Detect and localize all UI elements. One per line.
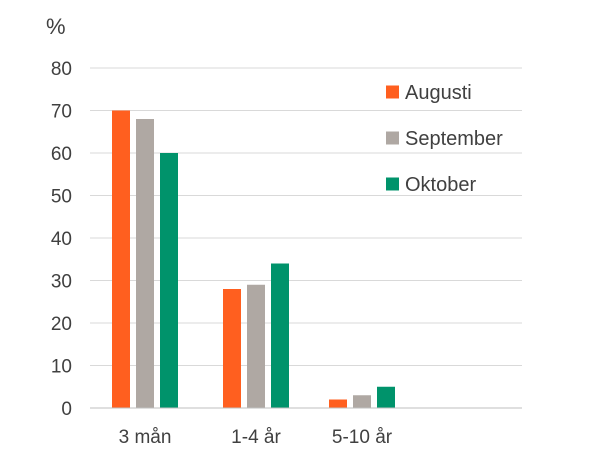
bar [223, 289, 241, 408]
legend-swatch [386, 131, 399, 145]
y-axis-unit-label: % [46, 14, 66, 39]
legend-label: Augusti [405, 82, 472, 104]
bar [247, 284, 265, 408]
bar [377, 386, 395, 408]
gridlines [90, 67, 522, 366]
y-tick-label: 20 [51, 314, 72, 335]
y-tick-label: 10 [51, 357, 72, 378]
y-tick-label: 80 [51, 59, 72, 80]
legend-swatch [386, 177, 399, 191]
legend: Augusti September Oktober [386, 82, 503, 196]
bars [112, 110, 395, 408]
bar [353, 395, 371, 408]
bar [329, 399, 347, 408]
bar [136, 119, 154, 408]
y-axis-ticks: 0 10 20 30 40 50 60 70 80 [51, 59, 72, 420]
x-tick-label: 3 mån [119, 427, 172, 448]
y-tick-label: 70 [51, 102, 72, 123]
legend-swatch [386, 85, 399, 99]
legend-label: Oktober [405, 174, 476, 196]
y-tick-label: 0 [61, 399, 72, 420]
x-tick-label: 5-10 år [332, 427, 393, 448]
y-tick-label: 50 [51, 187, 72, 208]
x-axis: 3 mån 1-4 år 5-10 år [90, 407, 522, 448]
bar [160, 153, 178, 408]
y-tick-label: 30 [51, 272, 72, 293]
y-tick-label: 40 [51, 229, 72, 250]
bar [271, 263, 289, 408]
legend-label: September [405, 128, 503, 150]
y-tick-label: 60 [51, 144, 72, 165]
bar [112, 110, 130, 408]
x-tick-label: 1-4 år [231, 427, 281, 448]
